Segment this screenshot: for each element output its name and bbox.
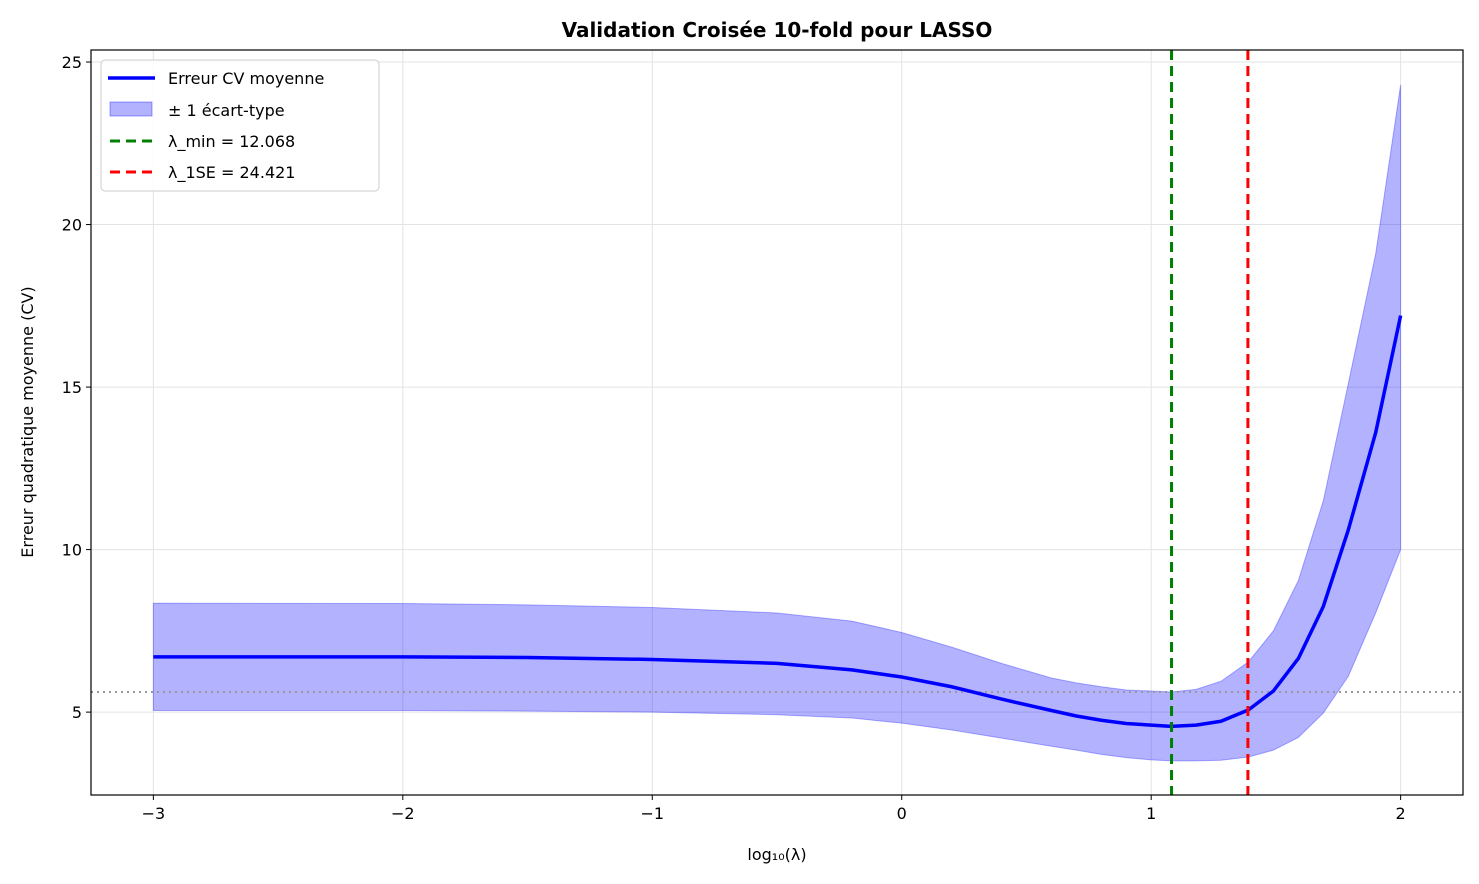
mean-cv-error-line bbox=[153, 315, 1403, 729]
x-axis-label: log₁₀(λ) bbox=[747, 845, 806, 864]
chart-title: Validation Croisée 10-fold pour LASSO bbox=[562, 18, 993, 42]
x-tick-label: −2 bbox=[391, 804, 415, 823]
x-tick-label: 0 bbox=[897, 804, 907, 823]
x-tick-label: 1 bbox=[1146, 804, 1156, 823]
y-tick-label: 25 bbox=[62, 53, 82, 72]
std-band bbox=[152, 84, 1402, 762]
y-tick-label: 15 bbox=[62, 378, 82, 397]
y-tick-label: 5 bbox=[72, 703, 82, 722]
x-tick-label: −1 bbox=[640, 804, 664, 823]
y-axis-label: Erreur quadratique moyenne (CV) bbox=[18, 286, 37, 557]
legend-label-band: ± 1 écart-type bbox=[168, 101, 285, 120]
x-tick-label: 2 bbox=[1396, 804, 1406, 823]
legend: Erreur CV moyenne ± 1 écart-type λ_min =… bbox=[100, 59, 380, 192]
legend-patch-band bbox=[109, 101, 153, 117]
plot-frame bbox=[90, 49, 1464, 796]
y-tick-label: 20 bbox=[62, 216, 82, 235]
legend-label-lambda-min: λ_min = 12.068 bbox=[168, 132, 295, 152]
legend-label-mean: Erreur CV moyenne bbox=[168, 69, 324, 88]
legend-label-lambda-1se: λ_1SE = 24.421 bbox=[168, 163, 295, 183]
x-tick-label: −3 bbox=[142, 804, 166, 823]
y-tick-label: 10 bbox=[62, 541, 82, 560]
